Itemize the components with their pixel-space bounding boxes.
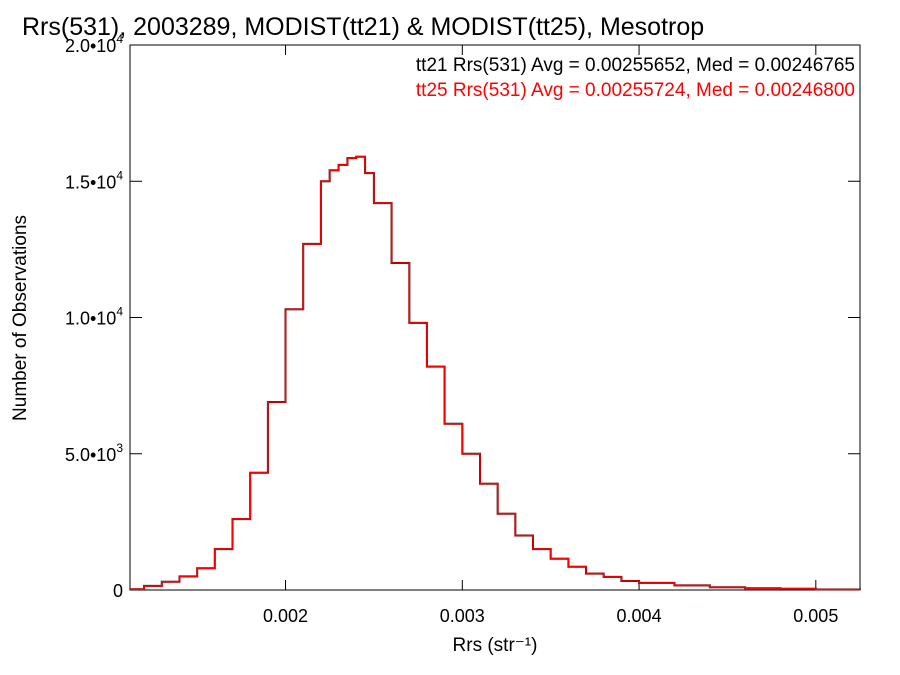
- plot-frame: [129, 44, 861, 591]
- x-axis-label: Rrs (str⁻¹): [453, 635, 538, 656]
- legend-entry: tt25 Rrs(531) Avg = 0.00255724, Med = 0.…: [416, 80, 855, 101]
- y-tick-mantissa: 1.5•10: [65, 172, 116, 192]
- legend: tt21 Rrs(531) Avg = 0.00255652, Med = 0.…: [416, 55, 855, 101]
- y-tick-label: 2.0•104: [65, 32, 123, 56]
- y-axis-label: Number of Observations: [10, 215, 31, 421]
- chart-title: Rrs(531), 2003289, MODIST(tt21) & MODIST…: [22, 13, 704, 41]
- y-tick-mantissa: 1.0•10: [65, 309, 116, 329]
- x-tick-label: 0.004: [617, 606, 662, 626]
- y-tick-exponent: 4: [116, 168, 123, 182]
- y-tick-exponent: 3: [116, 441, 123, 455]
- x-tick-label: 0.002: [263, 606, 308, 626]
- x-tick-label: 0.005: [793, 606, 838, 626]
- y-tick-exponent: 4: [116, 305, 123, 319]
- y-tick-label: 1.5•104: [65, 168, 123, 192]
- y-tick-exponent: 4: [116, 32, 123, 46]
- y-tick-mantissa: 2.0•10: [65, 36, 116, 56]
- legend-entry: tt21 Rrs(531) Avg = 0.00255652, Med = 0.…: [416, 55, 855, 76]
- x-axis-ticks: 0.002 0.003 0.004 0.005: [263, 45, 838, 626]
- series-line-tt25: [130, 155, 861, 591]
- series-line-tt21: [130, 155, 861, 591]
- y-tick-mantissa: 0: [113, 581, 123, 601]
- y-tick-label: 0: [113, 581, 123, 601]
- series-layer: [130, 155, 861, 591]
- y-tick-mantissa: 5.0•10: [65, 445, 116, 465]
- y-tick-label: 5.0•103: [65, 441, 123, 465]
- y-tick-label: 1.0•104: [65, 305, 123, 329]
- x-tick-label: 0.003: [440, 606, 485, 626]
